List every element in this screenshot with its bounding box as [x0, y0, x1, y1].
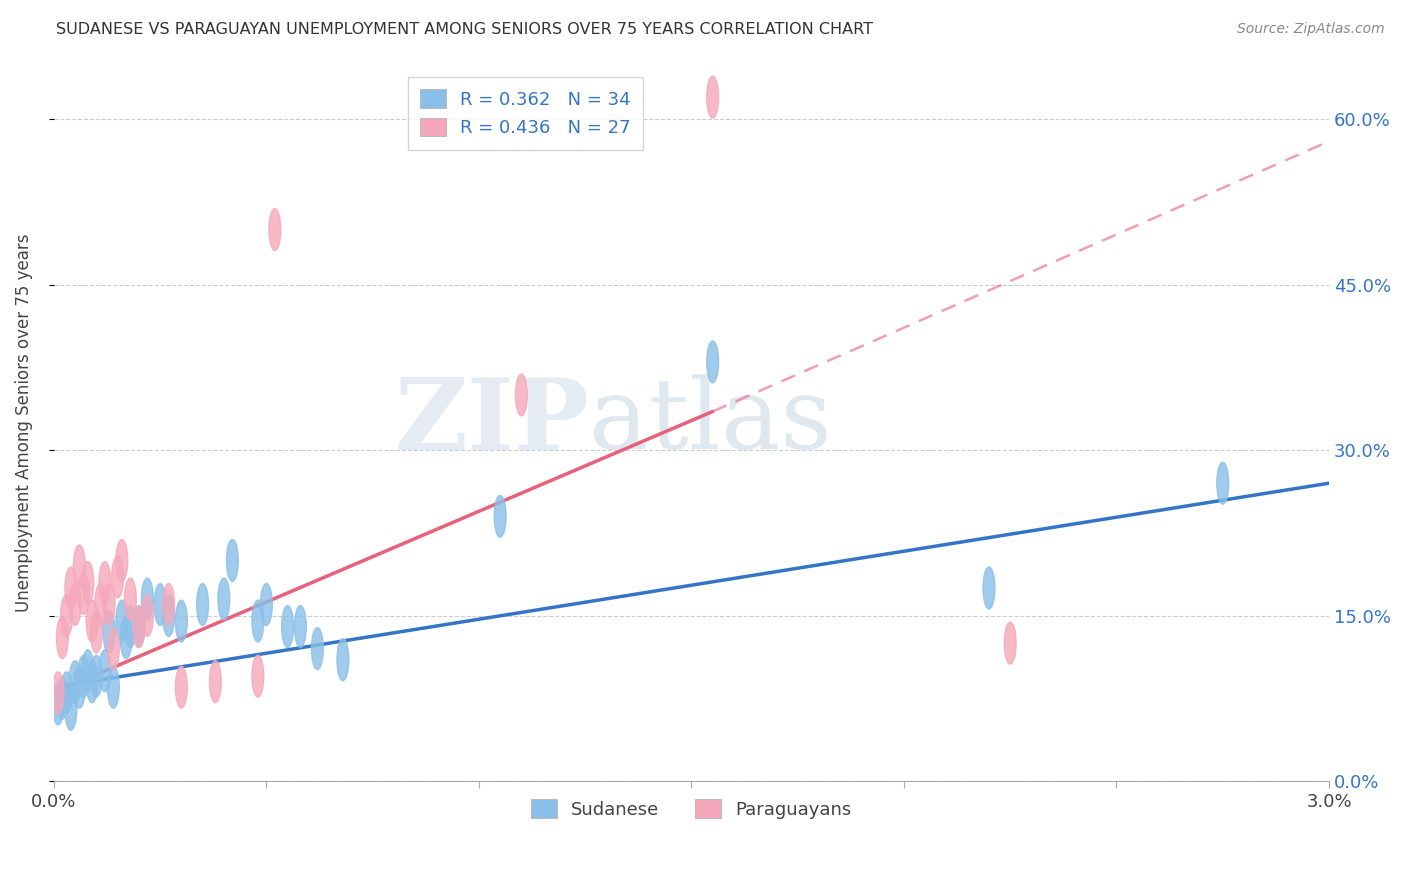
Legend: Sudanese, Paraguayans: Sudanese, Paraguayans — [524, 792, 859, 826]
Text: ZIP: ZIP — [395, 374, 589, 471]
Text: atlas: atlas — [589, 375, 832, 470]
Y-axis label: Unemployment Among Seniors over 75 years: Unemployment Among Seniors over 75 years — [15, 234, 32, 612]
Text: Source: ZipAtlas.com: Source: ZipAtlas.com — [1237, 22, 1385, 37]
Text: SUDANESE VS PARAGUAYAN UNEMPLOYMENT AMONG SENIORS OVER 75 YEARS CORRELATION CHAR: SUDANESE VS PARAGUAYAN UNEMPLOYMENT AMON… — [56, 22, 873, 37]
